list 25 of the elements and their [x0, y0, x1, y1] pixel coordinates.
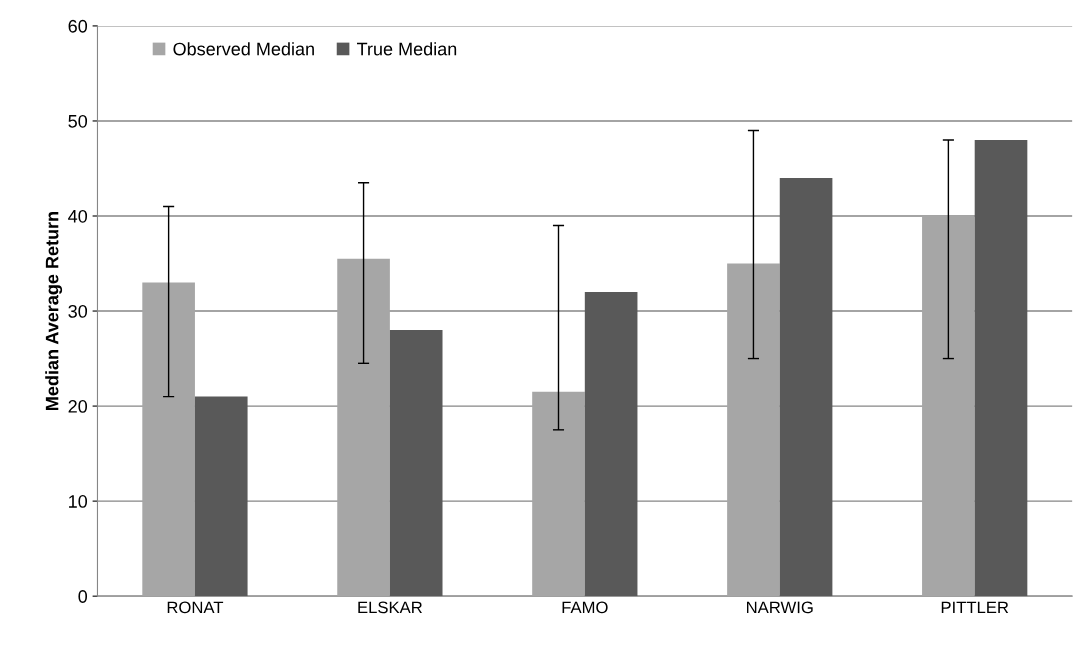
legend-label: True Median	[357, 42, 457, 56]
y-tick-label: 40	[68, 209, 88, 223]
bar	[779, 177, 833, 597]
y-tick-label: 60	[68, 19, 88, 33]
y-tick-label: 50	[68, 114, 88, 128]
y-tick-label: 0	[78, 590, 88, 603]
y-tick-label: 30	[68, 304, 88, 318]
bar	[727, 263, 780, 597]
y-tick-label: 10	[69, 495, 88, 508]
bar	[922, 216, 975, 597]
x-tick-label: RONAT	[167, 601, 224, 614]
bar	[974, 139, 1028, 597]
bar	[337, 258, 390, 597]
legend-label: Observed Median	[173, 42, 314, 56]
bar	[142, 282, 195, 597]
bar	[389, 330, 443, 597]
y-tick-label: 20	[68, 400, 88, 413]
x-tick-label: FAMO	[562, 601, 608, 614]
x-tick-label: ELSKAR	[358, 601, 422, 614]
bar	[584, 292, 638, 597]
y-axis-title: Median Average Return	[45, 211, 63, 410]
bar	[194, 396, 248, 597]
x-tick-label: PITTLER	[941, 601, 1009, 614]
bar	[532, 391, 585, 597]
x-tick-label: NARWIG	[747, 601, 813, 614]
